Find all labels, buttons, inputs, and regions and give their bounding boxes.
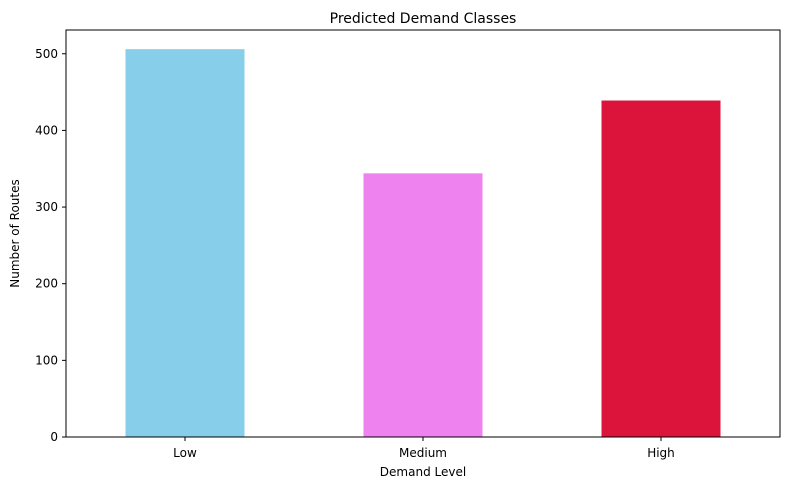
y-axis-label: Number of Routes [8, 179, 22, 288]
bars-group [125, 49, 721, 438]
bar-high [601, 100, 721, 438]
x-axis-label: Demand Level [380, 465, 466, 479]
bar-medium [363, 173, 483, 437]
bar-low [125, 49, 245, 437]
x-tick-label-low: Low [173, 446, 197, 460]
y-tick-label-100: 100 [35, 353, 58, 367]
chart-title: Predicted Demand Classes [330, 11, 517, 27]
y-tick-label-300: 300 [35, 200, 58, 214]
x-tick-label-high: High [647, 446, 675, 460]
y-tick-label-200: 200 [35, 277, 58, 291]
y-axis: 0 100 200 300 400 500 [35, 47, 66, 444]
y-tick-label-0: 0 [50, 430, 58, 444]
y-tick-label-500: 500 [35, 47, 58, 61]
x-tick-label-medium: Medium [399, 446, 447, 460]
x-axis: Low Medium High [173, 437, 675, 460]
y-tick-label-400: 400 [35, 123, 58, 137]
